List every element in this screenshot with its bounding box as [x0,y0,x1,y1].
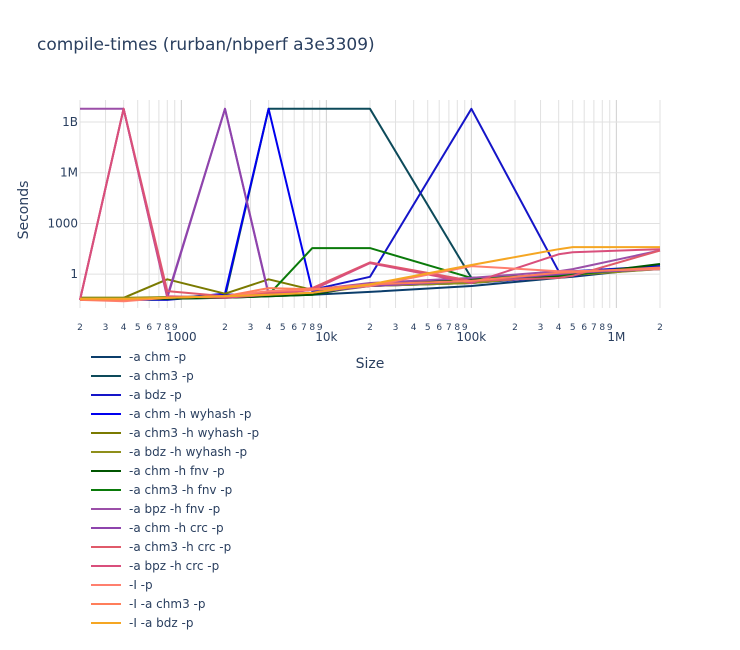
x-tick-label: 3 [248,323,254,333]
x-tick-label: 7 [301,323,307,333]
x-tick-label: 3 [393,323,399,333]
x-tick-label: 10k [315,330,337,344]
legend-label: -a chm3 -p [129,369,194,383]
x-tick-label: 9 [607,323,613,333]
y-tick-label: 1M [60,166,78,180]
x-tick-label: 8 [309,323,315,333]
legend-label: -I -p [129,578,153,592]
x-tick-label: 3 [538,323,544,333]
x-tick-label: 2 [77,323,83,333]
legend-label: -a chm3 -h crc -p [129,540,231,554]
x-tick-label: 8 [454,323,460,333]
legend-label: -a chm3 -h fnv -p [129,483,232,497]
x-tick-label: 2 [367,323,373,333]
x-tick-label: 1M [607,330,625,344]
x-tick-label: 2 [512,323,518,333]
y-axis: 1 1000 1M 1B [47,115,78,281]
legend-label: -a bpz -h crc -p [129,559,219,573]
x-tick-label: 7 [446,323,452,333]
x-tick-label: 5 [135,323,141,333]
x-tick-label: 9 [317,323,323,333]
x-tick-label: 2 [657,323,663,333]
legend-label: -a chm -h fnv -p [129,464,225,478]
legend-label: -a bpz -h fnv -p [129,502,220,516]
legend-label: -a chm3 -h wyhash -p [129,426,259,440]
x-tick-label: 9 [462,323,468,333]
x-tick-label: 6 [291,323,297,333]
x-tick-label: 5 [570,323,576,333]
x-tick-label: 100k [456,330,486,344]
y-tick-label: 1 [70,267,78,281]
x-tick-label: 8 [164,323,170,333]
legend-label: -a chm -h crc -p [129,521,224,535]
series-lines [79,107,661,303]
x-tick-label: 4 [556,323,562,333]
chart-title: compile-times (rurban/nbperf a3e3309) [37,35,375,55]
x-tick-label: 9 [172,323,178,333]
legend-label: -a chm -h wyhash -p [129,407,251,421]
x-tick-label: 1000 [166,330,197,344]
x-tick-label: 3 [103,323,109,333]
x-tick-label: 6 [581,323,587,333]
legend-label: -I -a bdz -p [129,616,193,630]
legend-label: -a chm -p [129,350,186,364]
legend-label: -a bdz -h wyhash -p [129,445,247,459]
legend-label: -I -a chm3 -p [129,597,205,611]
x-tick-label: 4 [121,323,127,333]
x-tick-label: 8 [599,323,605,333]
y-tick-label: 1B [62,115,78,129]
legend: -a chm -p -a chm3 -p -a bdz -p -a chm -h wy… [91,350,259,630]
x-tick-label: 4 [266,323,272,333]
x-tick-label: 7 [156,323,162,333]
series-line [80,246,660,300]
x-tick-label: 7 [591,323,597,333]
x-axis-label: Size [356,356,385,372]
x-tick-label: 2 [222,323,228,333]
x-tick-label: 6 [436,323,442,333]
x-tick-label: 4 [411,323,417,333]
y-axis-label: Seconds [16,181,32,240]
x-tick-label: 6 [146,323,152,333]
y-tick-label: 1000 [47,216,78,230]
legend-label: -a bdz -p [129,388,182,402]
x-tick-label: 5 [280,323,286,333]
x-tick-label: 5 [425,323,431,333]
